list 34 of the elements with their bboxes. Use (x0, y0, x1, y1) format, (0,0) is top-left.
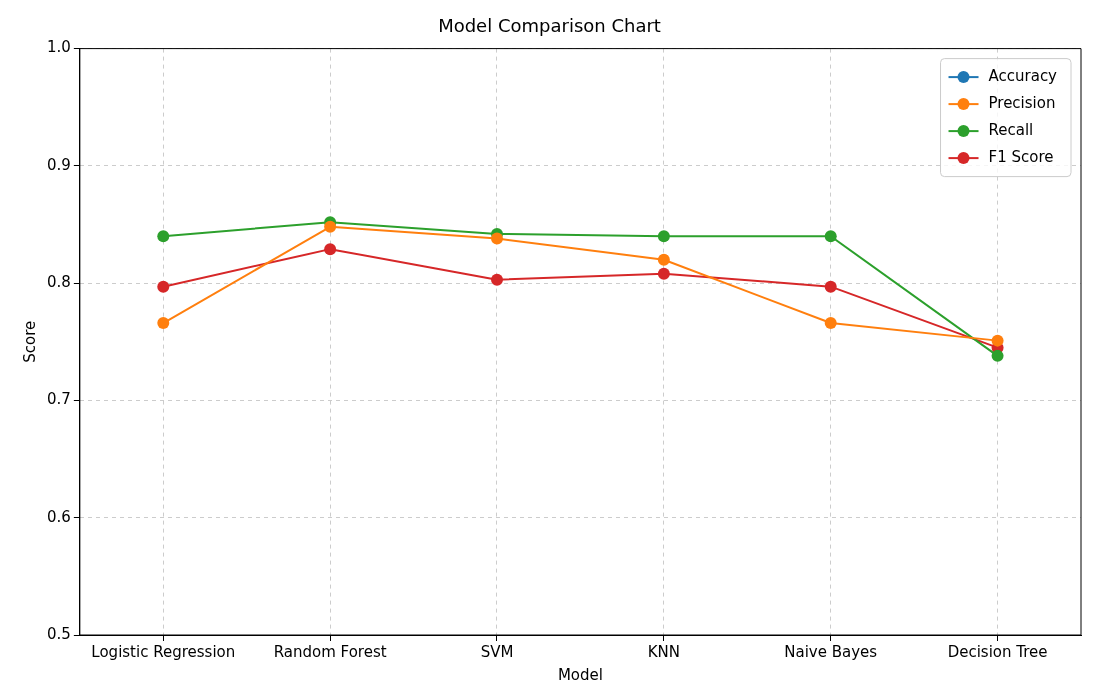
y-tick-label: 0.8 (47, 273, 71, 292)
x-tick-label: SVM (480, 642, 514, 661)
legend-label: Precision (988, 93, 1056, 112)
legend-label: F1 Score (988, 147, 1054, 166)
legend-label: Recall (988, 120, 1034, 139)
point (824, 317, 837, 330)
point (991, 334, 1004, 347)
point (324, 243, 337, 256)
point (657, 267, 670, 280)
y-tick-label: 0.5 (47, 624, 71, 643)
point (324, 220, 337, 233)
y-axis-title: Score (20, 320, 39, 363)
y-tick-label: 1.0 (47, 38, 71, 57)
point (657, 230, 670, 243)
y-tick-label: 0.9 (47, 155, 71, 174)
legend-label: Accuracy (988, 66, 1058, 85)
point (491, 232, 503, 245)
point (824, 230, 837, 243)
point (991, 349, 1004, 362)
point (157, 317, 170, 330)
point (157, 280, 170, 293)
point (157, 230, 170, 243)
point (491, 273, 503, 286)
x-tick-label: Logistic Regression (91, 642, 236, 661)
y-tick-label: 0.7 (47, 390, 71, 409)
point (824, 280, 837, 293)
x-tick-label: Decision Tree (947, 642, 1048, 661)
y-tick-label: 0.6 (47, 507, 71, 526)
point (657, 253, 670, 266)
x-tick-label: Random Forest (273, 642, 387, 661)
x-tick-label: KNN (647, 642, 680, 661)
x-axis-title: Model (557, 665, 603, 684)
chart-title: Model Comparison Chart (438, 15, 661, 37)
x-tick-label: Naive Bayes (784, 642, 878, 661)
